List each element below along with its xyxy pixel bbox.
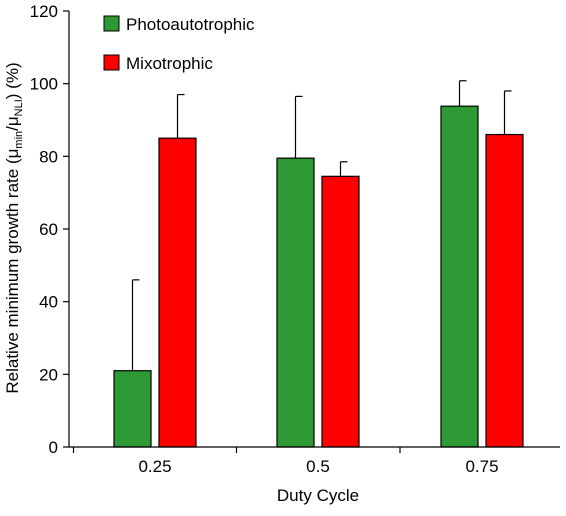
y-tick-label: 60 [39,220,58,239]
bar-photoautotrophic-1 [276,157,315,448]
y-tick-label: 20 [39,365,58,384]
y-axis-title-suffix: ) (%) [3,62,22,99]
bars-layer [113,105,524,448]
bar-mixotrophic-2 [485,133,524,448]
x-tick-label: 0.5 [306,457,330,476]
x-axis-title: Duty Cycle [277,486,359,505]
error-bar-photoautotrophic-1 [294,95,303,159]
error-bar-mixotrophic-2 [503,90,512,135]
y-axis-title-prefix: Relative minimum growth rate ( [3,158,22,394]
x-ticks: 0.25 0.5 0.75 [72,447,499,476]
x-tick-label: 0.25 [138,457,171,476]
bar-mixotrophic-0 [158,137,197,448]
error-bar-mixotrophic-1 [339,161,348,177]
y-axis-title-sub1: min [13,131,25,149]
y-axis-title-slash: / [3,126,22,131]
bar-photoautotrophic-2 [440,105,479,448]
legend-swatch-photoautotrophic [103,15,120,32]
y-tick-label: 100 [30,75,58,94]
y-axis-title-mu1: μ [3,149,22,159]
error-bar-mixotrophic-0 [176,93,185,139]
legend: Photoautotrophic Mixotrophic [103,15,255,73]
y-tick-label: 0 [49,438,58,457]
x-tick-label: 0.75 [465,457,498,476]
y-tick-label: 40 [39,293,58,312]
y-axis-title-mu2: μ [3,116,22,126]
legend-label-mixotrophic: Mixotrophic [126,54,213,73]
y-ticks: 0 20 40 60 80 100 120 [30,2,69,457]
y-axis-title: Relative minimum growth rate (μmin/μNLI)… [3,62,25,393]
legend-swatch-mixotrophic [103,54,120,71]
error-bars-layer [131,80,512,371]
error-bar-photoautotrophic-2 [458,80,467,107]
y-axis-title-sub2: NLI [13,99,25,116]
y-tick-label: 120 [30,2,58,21]
y-tick-label: 80 [39,147,58,166]
bar-mixotrophic-1 [321,175,360,448]
error-bar-photoautotrophic-0 [131,279,140,371]
bar-photoautotrophic-0 [113,370,152,448]
legend-label-photoautotrophic: Photoautotrophic [126,15,255,34]
